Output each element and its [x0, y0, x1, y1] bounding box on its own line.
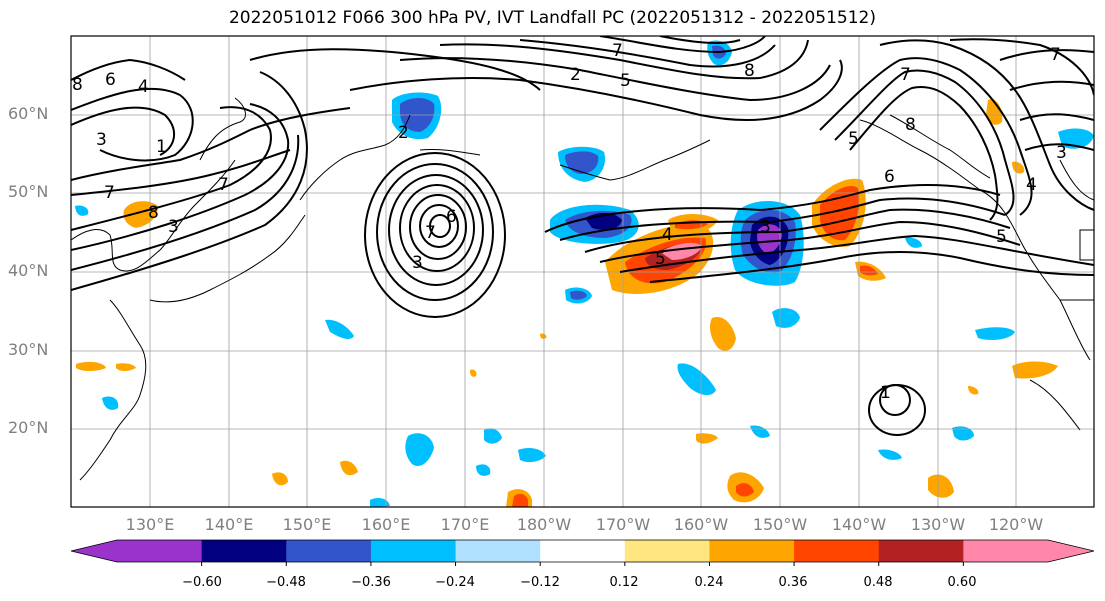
contour-label: 3 [760, 217, 771, 237]
colorbar-tick-label: 0.24 [694, 575, 724, 590]
contour-label: 1 [880, 383, 891, 403]
contour-label: 8 [744, 61, 755, 81]
lon-label: 150°W [752, 515, 808, 534]
contour-label: 8 [148, 203, 159, 223]
contour-label: 5 [655, 249, 666, 269]
contour-label: 4 [1026, 175, 1037, 195]
colorbar-swatch [794, 540, 880, 562]
contour-label: 4 [138, 77, 149, 97]
lon-label: 140°E [204, 515, 254, 534]
colorbar-tick-label: −0.48 [266, 575, 306, 590]
contour-label: 4 [662, 225, 673, 245]
colorbar-swatch [709, 540, 795, 562]
contour-label: 5 [996, 227, 1007, 247]
lon-label: 170°E [440, 515, 490, 534]
contour-labels: 8 6 4 3 7 1 7 8 3 6 7 3 2 4 5 3 7 5 2 8 … [72, 41, 1067, 403]
colorbar [70, 539, 1095, 566]
lon-label: 160°W [673, 515, 729, 534]
contour-label: 7 [104, 183, 115, 203]
lon-label: 150°E [282, 515, 332, 534]
colorbar-tick-label: 0.60 [947, 575, 977, 590]
contour-label: 6 [105, 70, 116, 90]
contour-label: 5 [848, 129, 859, 149]
colorbar-swatch [540, 540, 626, 562]
contour-label: 7 [1050, 45, 1061, 65]
colorbar-tick-label: 0.36 [778, 575, 808, 590]
colorbar-swatch [624, 540, 710, 562]
lon-label: 130°W [910, 515, 966, 534]
colorbar-swatch [117, 540, 203, 562]
contour-label: 8 [72, 75, 83, 95]
coastlines [71, 97, 1094, 481]
colorbar-extend-max [1048, 540, 1094, 562]
colorbar-swatch [878, 540, 964, 562]
plot-area [71, 36, 1094, 507]
contour-label: 7 [218, 175, 229, 195]
lat-label: 40°N [8, 261, 49, 280]
colorbar-tick-label: 0.48 [863, 575, 893, 590]
contour-label: 7 [900, 65, 911, 85]
colorbar-tick-label: 0.12 [609, 575, 639, 590]
lat-label: 60°N [8, 104, 49, 123]
pv-contours [71, 36, 1094, 436]
lon-label: 130°E [125, 515, 175, 534]
contour-label: 3 [96, 130, 107, 150]
colorbar-outline [70, 539, 1095, 563]
colorbar-swatch [286, 540, 372, 562]
contour-label: 7 [425, 223, 436, 243]
lon-label: 160°E [361, 515, 411, 534]
contour-label: 8 [905, 115, 916, 135]
contour-label: 3 [412, 253, 423, 273]
contour-label: 2 [398, 123, 409, 143]
lat-label: 50°N [8, 182, 49, 201]
contour-label: 3 [1056, 143, 1067, 163]
contour-label: 3 [168, 217, 179, 237]
contour-label: 1 [156, 137, 167, 157]
lon-label: 180°W [516, 515, 572, 534]
lon-label: 140°W [831, 515, 887, 534]
contour-label: 7 [612, 41, 623, 61]
colorbar-tick-label: −0.24 [435, 575, 475, 590]
colorbar-tick-label: −0.36 [351, 575, 391, 590]
colorbar-swatch [201, 540, 287, 562]
lon-label: 120°W [988, 515, 1044, 534]
colorbar-swatch [963, 540, 1049, 562]
colorbar-tick-label: −0.12 [520, 575, 560, 590]
contour-label: 6 [446, 207, 457, 227]
colorbar-swatch [370, 540, 457, 562]
colorbar-extend-min [71, 540, 117, 562]
contour-label: 2 [570, 65, 581, 85]
map-title: 2022051012 F066 300 hPa PV, IVT Landfall… [228, 8, 876, 28]
lon-label: 170°W [595, 515, 651, 534]
lat-label: 30°N [8, 340, 49, 359]
colorbar-tick-label: −0.60 [182, 575, 222, 590]
contour-label: 5 [620, 71, 631, 91]
colorbar-swatch [455, 540, 541, 562]
lat-label: 20°N [8, 418, 49, 437]
contour-label: 6 [884, 167, 895, 187]
